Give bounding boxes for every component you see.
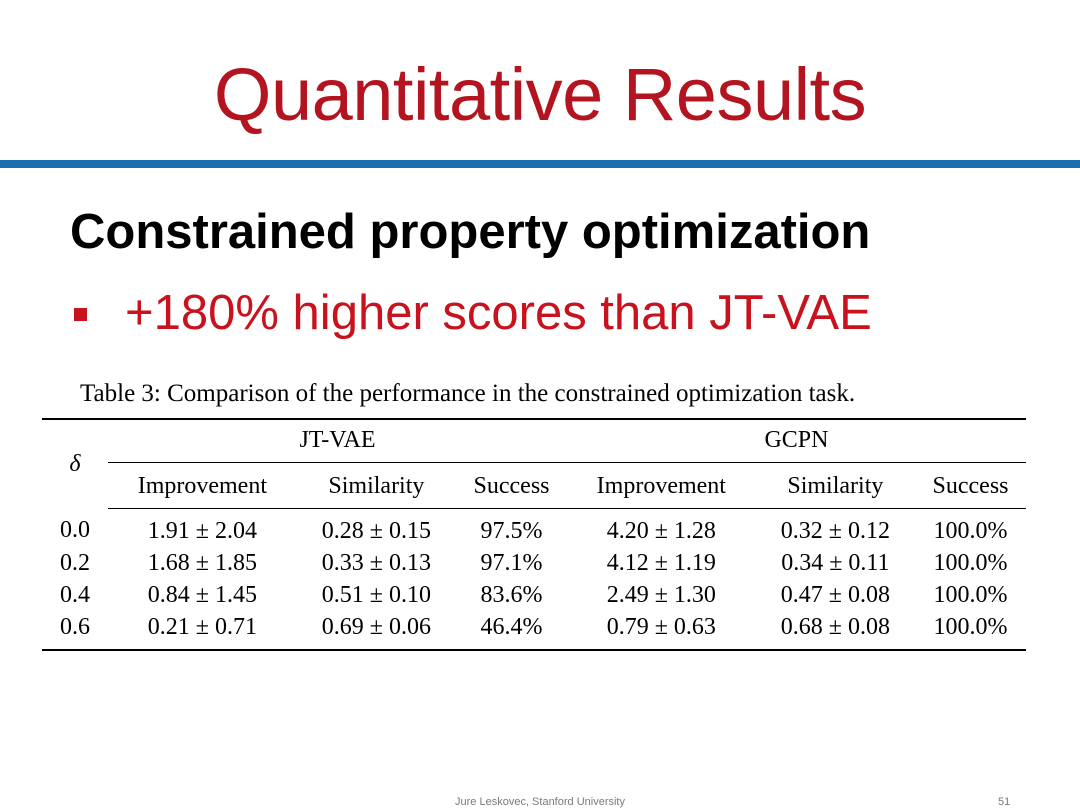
table-cell: 1.68 ± 1.85 xyxy=(147,549,257,576)
table-cell: 46.4% xyxy=(456,611,567,651)
table-cell: 97.1% xyxy=(480,549,543,576)
table-cell: 100.0% xyxy=(933,517,1008,544)
delta-cell: 0.0 xyxy=(60,517,90,544)
group-label: GCPN xyxy=(566,421,1026,463)
table-cell: 0.79 ± 0.63 xyxy=(566,611,756,651)
table-cell: 0.84 ± 1.45 xyxy=(147,581,257,608)
table-cell: 0.34 ± 0.11 xyxy=(781,549,890,576)
table-cell: 100.0% xyxy=(915,611,1026,651)
slide-footer: Jure Leskovec, Stanford University xyxy=(455,796,625,808)
column-header: Success xyxy=(915,464,1026,509)
table-row: 0.4 0.84 ± 1.45 0.51 ± 0.10 83.6% 2.49 ±… xyxy=(42,579,1026,611)
section-heading: Constrained property optimization xyxy=(70,205,871,259)
delta-header: δ xyxy=(42,418,108,509)
column-header: Success xyxy=(456,464,567,509)
table-cell: 97.5% xyxy=(480,517,543,544)
table-cell: 100.0% xyxy=(933,581,1008,608)
column-header: Similarity xyxy=(755,464,916,509)
table-cell: 83.6% xyxy=(480,581,543,608)
delta-cell: 0.4 xyxy=(60,581,90,608)
column-header: Similarity xyxy=(296,464,457,509)
table-cell: 0.32 ± 0.12 xyxy=(780,517,890,544)
table-cell: 0.47 ± 0.08 xyxy=(780,581,890,608)
group-header-gcpn: GCPN xyxy=(566,418,1026,464)
column-header: Improvement xyxy=(108,464,297,509)
table-cell: 2.49 ± 1.30 xyxy=(606,581,716,608)
table-cell: 100.0% xyxy=(933,549,1008,576)
title-divider xyxy=(0,160,1080,168)
table-cell: 4.12 ± 1.19 xyxy=(606,549,716,576)
table-cell: 0.33 ± 0.13 xyxy=(321,549,431,576)
bullet-square-icon xyxy=(74,307,87,321)
slide-title: Quantitative Results xyxy=(213,53,867,136)
table-cell: 0.21 ± 0.71 xyxy=(108,611,297,651)
page-number: 51 xyxy=(998,796,1011,808)
table-cell: 4.20 ± 1.28 xyxy=(606,517,716,544)
table-cell: 0.68 ± 0.08 xyxy=(755,611,916,651)
column-header: Improvement xyxy=(566,464,756,509)
bullet-item: +180% higher scores than JT-VAE xyxy=(74,285,872,341)
table-caption: Table 3: Comparison of the performance i… xyxy=(80,380,856,407)
table-cell: 0.51 ± 0.10 xyxy=(321,581,431,608)
delta-cell: 0.2 xyxy=(60,549,90,576)
delta-cell: 0.6 xyxy=(42,611,108,651)
table-row: 0.2 1.68 ± 1.85 0.33 ± 0.13 97.1% 4.12 ±… xyxy=(42,547,1026,579)
group-header-jtvae: JT-VAE xyxy=(108,418,567,464)
bullet-text: +180% higher scores than JT-VAE xyxy=(125,286,872,340)
table-row: 0.0 1.91 ± 2.04 0.28 ± 0.15 97.5% 4.20 ±… xyxy=(42,509,1026,548)
table-row: 0.6 0.21 ± 0.71 0.69 ± 0.06 46.4% 0.79 ±… xyxy=(42,611,1026,651)
group-label: JT-VAE xyxy=(108,421,567,463)
table-cell: 1.91 ± 2.04 xyxy=(147,517,257,544)
table-cell: 0.28 ± 0.15 xyxy=(321,517,431,544)
results-table: δ JT-VAE GCPN Improvement Similarity Suc… xyxy=(42,418,1026,651)
table-cell: 0.69 ± 0.06 xyxy=(296,611,457,651)
